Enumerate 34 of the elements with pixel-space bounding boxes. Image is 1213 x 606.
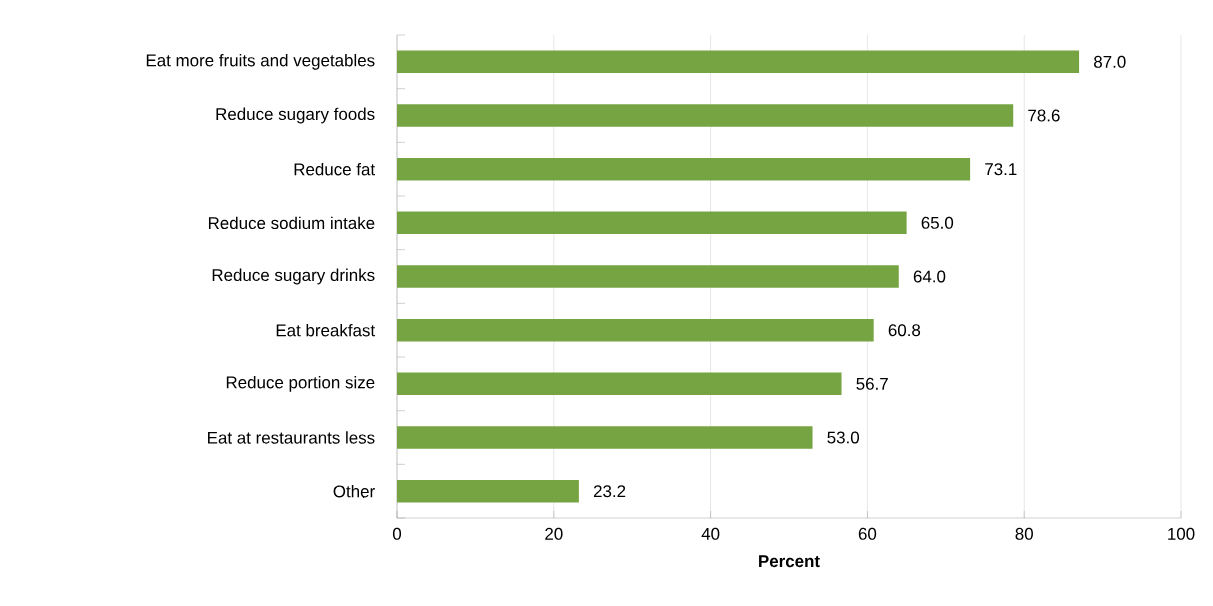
x-tick-label: 100 bbox=[1168, 527, 1195, 540]
bar bbox=[397, 372, 842, 396]
x-tick-label: 0 bbox=[392, 527, 402, 540]
x-tick-label: 80 bbox=[1015, 527, 1033, 540]
bar bbox=[397, 479, 579, 503]
bar bbox=[397, 50, 1080, 74]
y-tick-label: Reduce sugary foods bbox=[216, 107, 375, 124]
bar bbox=[397, 426, 813, 449]
data-label: 65.0 bbox=[921, 216, 954, 229]
bar bbox=[397, 318, 874, 342]
bar bbox=[397, 265, 899, 288]
data-label: 87.0 bbox=[1094, 55, 1126, 68]
y-tick-label: Eat more fruits and vegetables bbox=[146, 53, 375, 70]
data-label: 64.0 bbox=[913, 270, 946, 283]
x-tick-label: 20 bbox=[545, 527, 563, 540]
y-tick-label: Other bbox=[333, 484, 375, 498]
y-tick-label: Reduce portion size bbox=[226, 375, 375, 392]
data-label: 56.7 bbox=[856, 377, 888, 390]
data-label: 23.2 bbox=[593, 485, 626, 498]
data-label: 60.8 bbox=[888, 324, 921, 337]
bar bbox=[397, 211, 907, 235]
data-label: 78.6 bbox=[1028, 109, 1060, 122]
y-tick-label: Reduce fat bbox=[294, 162, 375, 176]
x-tick-label: 40 bbox=[701, 527, 720, 540]
bar bbox=[397, 157, 971, 181]
y-tick-label: Reduce sugary drinks bbox=[212, 268, 375, 285]
y-tick-label: Eat breakfast bbox=[276, 323, 376, 337]
bar bbox=[397, 104, 1014, 127]
y-tick-label: Reduce sodium intake bbox=[208, 216, 375, 230]
x-tick-label: 60 bbox=[858, 527, 877, 540]
y-tick-label: Eat at restaurants less bbox=[208, 431, 375, 444]
data-label: 53.0 bbox=[827, 431, 860, 444]
data-label: 73.1 bbox=[985, 163, 1017, 176]
x-axis-title: Percent bbox=[759, 555, 820, 568]
